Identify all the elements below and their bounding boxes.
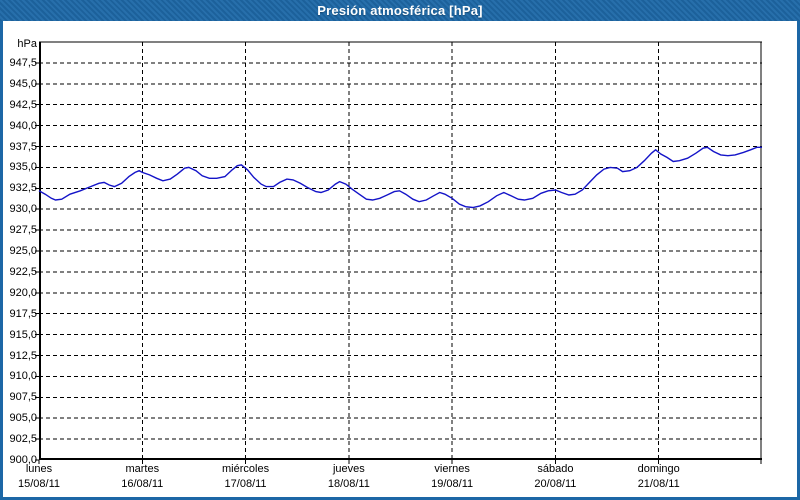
y-tick-label: 900,0	[9, 454, 37, 466]
x-day-date-label: 19/08/11	[431, 478, 474, 490]
y-tick-label: 925,0	[9, 245, 37, 257]
x-day-name-label: sábado	[537, 463, 574, 475]
y-tick-label: 942,5	[9, 98, 37, 111]
x-day-name-label: martes	[125, 463, 160, 475]
page-title: Presión atmosférica [hPa]	[317, 3, 483, 18]
y-tick-label: 905,0	[9, 412, 37, 425]
y-tick-label: 912,5	[9, 349, 37, 362]
x-day-name-label: viernes	[434, 463, 470, 475]
x-day-name-label: jueves	[332, 463, 365, 475]
x-day-date-label: 20/08/11	[534, 478, 577, 490]
y-tick-label: 940,0	[9, 119, 37, 132]
y-tick-label: 917,5	[9, 307, 37, 320]
x-day-date-label: 17/08/11	[224, 478, 267, 490]
y-tick-label: 947,5	[9, 56, 37, 69]
y-axis-unit-label: hPa	[17, 38, 37, 50]
y-tick-label: 945,0	[9, 77, 37, 90]
y-tick-label: 920,0	[9, 286, 37, 299]
chart-content-area: hPa 947,5 945,0 942,5 940,0 937,5 935,0 932,5 9…	[3, 21, 797, 497]
x-day-date-label: 16/08/11	[121, 478, 164, 490]
y-tick-label: 927,5	[9, 224, 37, 237]
y-tick-label: 930,0	[9, 203, 37, 216]
pressure-series-line	[38, 146, 762, 209]
x-day-date-label: 21/08/11	[637, 478, 680, 490]
y-tick-label: 935,0	[9, 161, 37, 174]
x-day-name-label: domingo	[637, 463, 680, 475]
y-tick-label: 922,5	[9, 265, 37, 278]
y-tick-label: 915,0	[9, 328, 37, 341]
window-titlebar[interactable]: Presión atmosférica [hPa]	[0, 0, 800, 21]
x-day-name-label: lunes	[25, 463, 53, 475]
pressure-chart	[35, 41, 762, 464]
x-day-name-label: miércoles	[222, 463, 270, 475]
y-tick-label: 910,0	[9, 370, 37, 383]
y-tick-label: 937,5	[9, 140, 37, 153]
y-tick-label: 907,5	[9, 391, 37, 404]
x-day-date-label: 18/08/11	[327, 478, 370, 490]
x-day-date-label: 15/08/11	[17, 478, 60, 490]
y-tick-label: 932,5	[9, 182, 37, 195]
y-tick-label: 902,5	[9, 433, 37, 446]
